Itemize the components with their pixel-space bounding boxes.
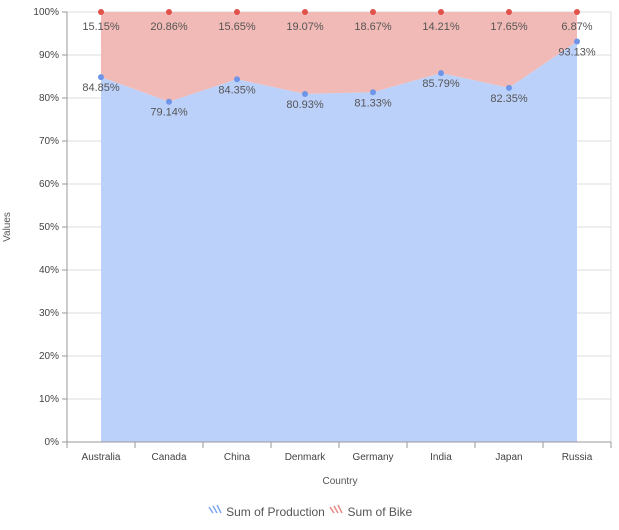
x-tick-label: India bbox=[430, 452, 452, 463]
x-tick-label: China bbox=[224, 452, 251, 463]
production-point bbox=[234, 76, 240, 83]
y-tick-label: 100% bbox=[33, 7, 59, 18]
bike-point bbox=[438, 9, 444, 15]
production-data-label: 93.13% bbox=[558, 47, 596, 59]
bike-data-label: 17.65% bbox=[490, 21, 528, 33]
y-tick-label: 90% bbox=[39, 50, 59, 61]
bike-data-label: 14.21% bbox=[422, 21, 460, 33]
bike-point bbox=[234, 9, 240, 15]
production-data-label: 80.93% bbox=[286, 99, 324, 111]
production-point bbox=[438, 70, 444, 77]
production-point bbox=[302, 91, 308, 98]
bike-point bbox=[370, 9, 376, 15]
production-data-label: 79.14% bbox=[150, 107, 188, 119]
production-legend-icon bbox=[208, 504, 222, 514]
legend-label: Sum of Bike bbox=[347, 504, 413, 519]
x-tick-label: Canada bbox=[151, 452, 186, 463]
bike-point bbox=[166, 9, 172, 15]
x-tick-label: Australia bbox=[82, 452, 121, 463]
x-tick-label: Japan bbox=[495, 452, 522, 463]
x-tick-label: Russia bbox=[562, 452, 593, 463]
legend-label: Sum of Production bbox=[226, 504, 325, 519]
x-axis-title: Country bbox=[322, 476, 357, 487]
x-tick-label: Denmark bbox=[285, 452, 327, 463]
bike-point bbox=[574, 9, 580, 15]
production-point bbox=[98, 74, 104, 81]
production-point bbox=[370, 89, 376, 96]
bike-legend-icon bbox=[329, 504, 343, 514]
bike-area bbox=[101, 12, 577, 102]
bike-point bbox=[302, 9, 308, 15]
legend: Sum of Production Sum of Bike bbox=[0, 503, 619, 519]
bike-point bbox=[98, 9, 104, 15]
legend-item-production[interactable]: Sum of Production bbox=[207, 503, 325, 519]
production-point bbox=[506, 84, 512, 91]
production-data-label: 85.79% bbox=[422, 78, 460, 90]
production-data-label: 81.33% bbox=[354, 97, 392, 109]
production-area bbox=[101, 41, 577, 442]
x-tick-label: Germany bbox=[352, 452, 393, 463]
bike-data-label: 15.15% bbox=[82, 21, 120, 33]
bike-data-label: 19.07% bbox=[286, 21, 324, 33]
y-tick-label: 80% bbox=[39, 93, 59, 104]
bike-data-label: 6.87% bbox=[561, 21, 592, 33]
y-tick-label: 60% bbox=[39, 179, 59, 190]
y-axis-title: Values bbox=[2, 212, 13, 242]
production-data-label: 84.35% bbox=[218, 84, 256, 96]
y-tick-label: 70% bbox=[39, 136, 59, 147]
legend-item-bike[interactable]: Sum of Bike bbox=[328, 503, 412, 519]
y-tick-label: 40% bbox=[39, 265, 59, 276]
production-data-label: 82.35% bbox=[490, 93, 528, 105]
y-tick-label: 20% bbox=[39, 351, 59, 362]
y-tick-label: 30% bbox=[39, 308, 59, 319]
y-tick-label: 50% bbox=[39, 222, 59, 233]
y-tick-label: 10% bbox=[39, 394, 59, 405]
production-point bbox=[574, 38, 580, 45]
production-data-label: 84.85% bbox=[82, 82, 120, 94]
bike-data-label: 20.86% bbox=[150, 21, 188, 33]
production-point bbox=[166, 98, 172, 105]
chart-svg: 84.85% 79.14% 84.35% 80.93% 81.33% 85.79% 82.3… bbox=[2, 7, 612, 487]
bike-point bbox=[506, 9, 512, 15]
bike-data-label: 18.67% bbox=[354, 21, 392, 33]
y-tick-label: 0% bbox=[45, 437, 60, 448]
bike-data-label: 15.65% bbox=[218, 21, 256, 33]
